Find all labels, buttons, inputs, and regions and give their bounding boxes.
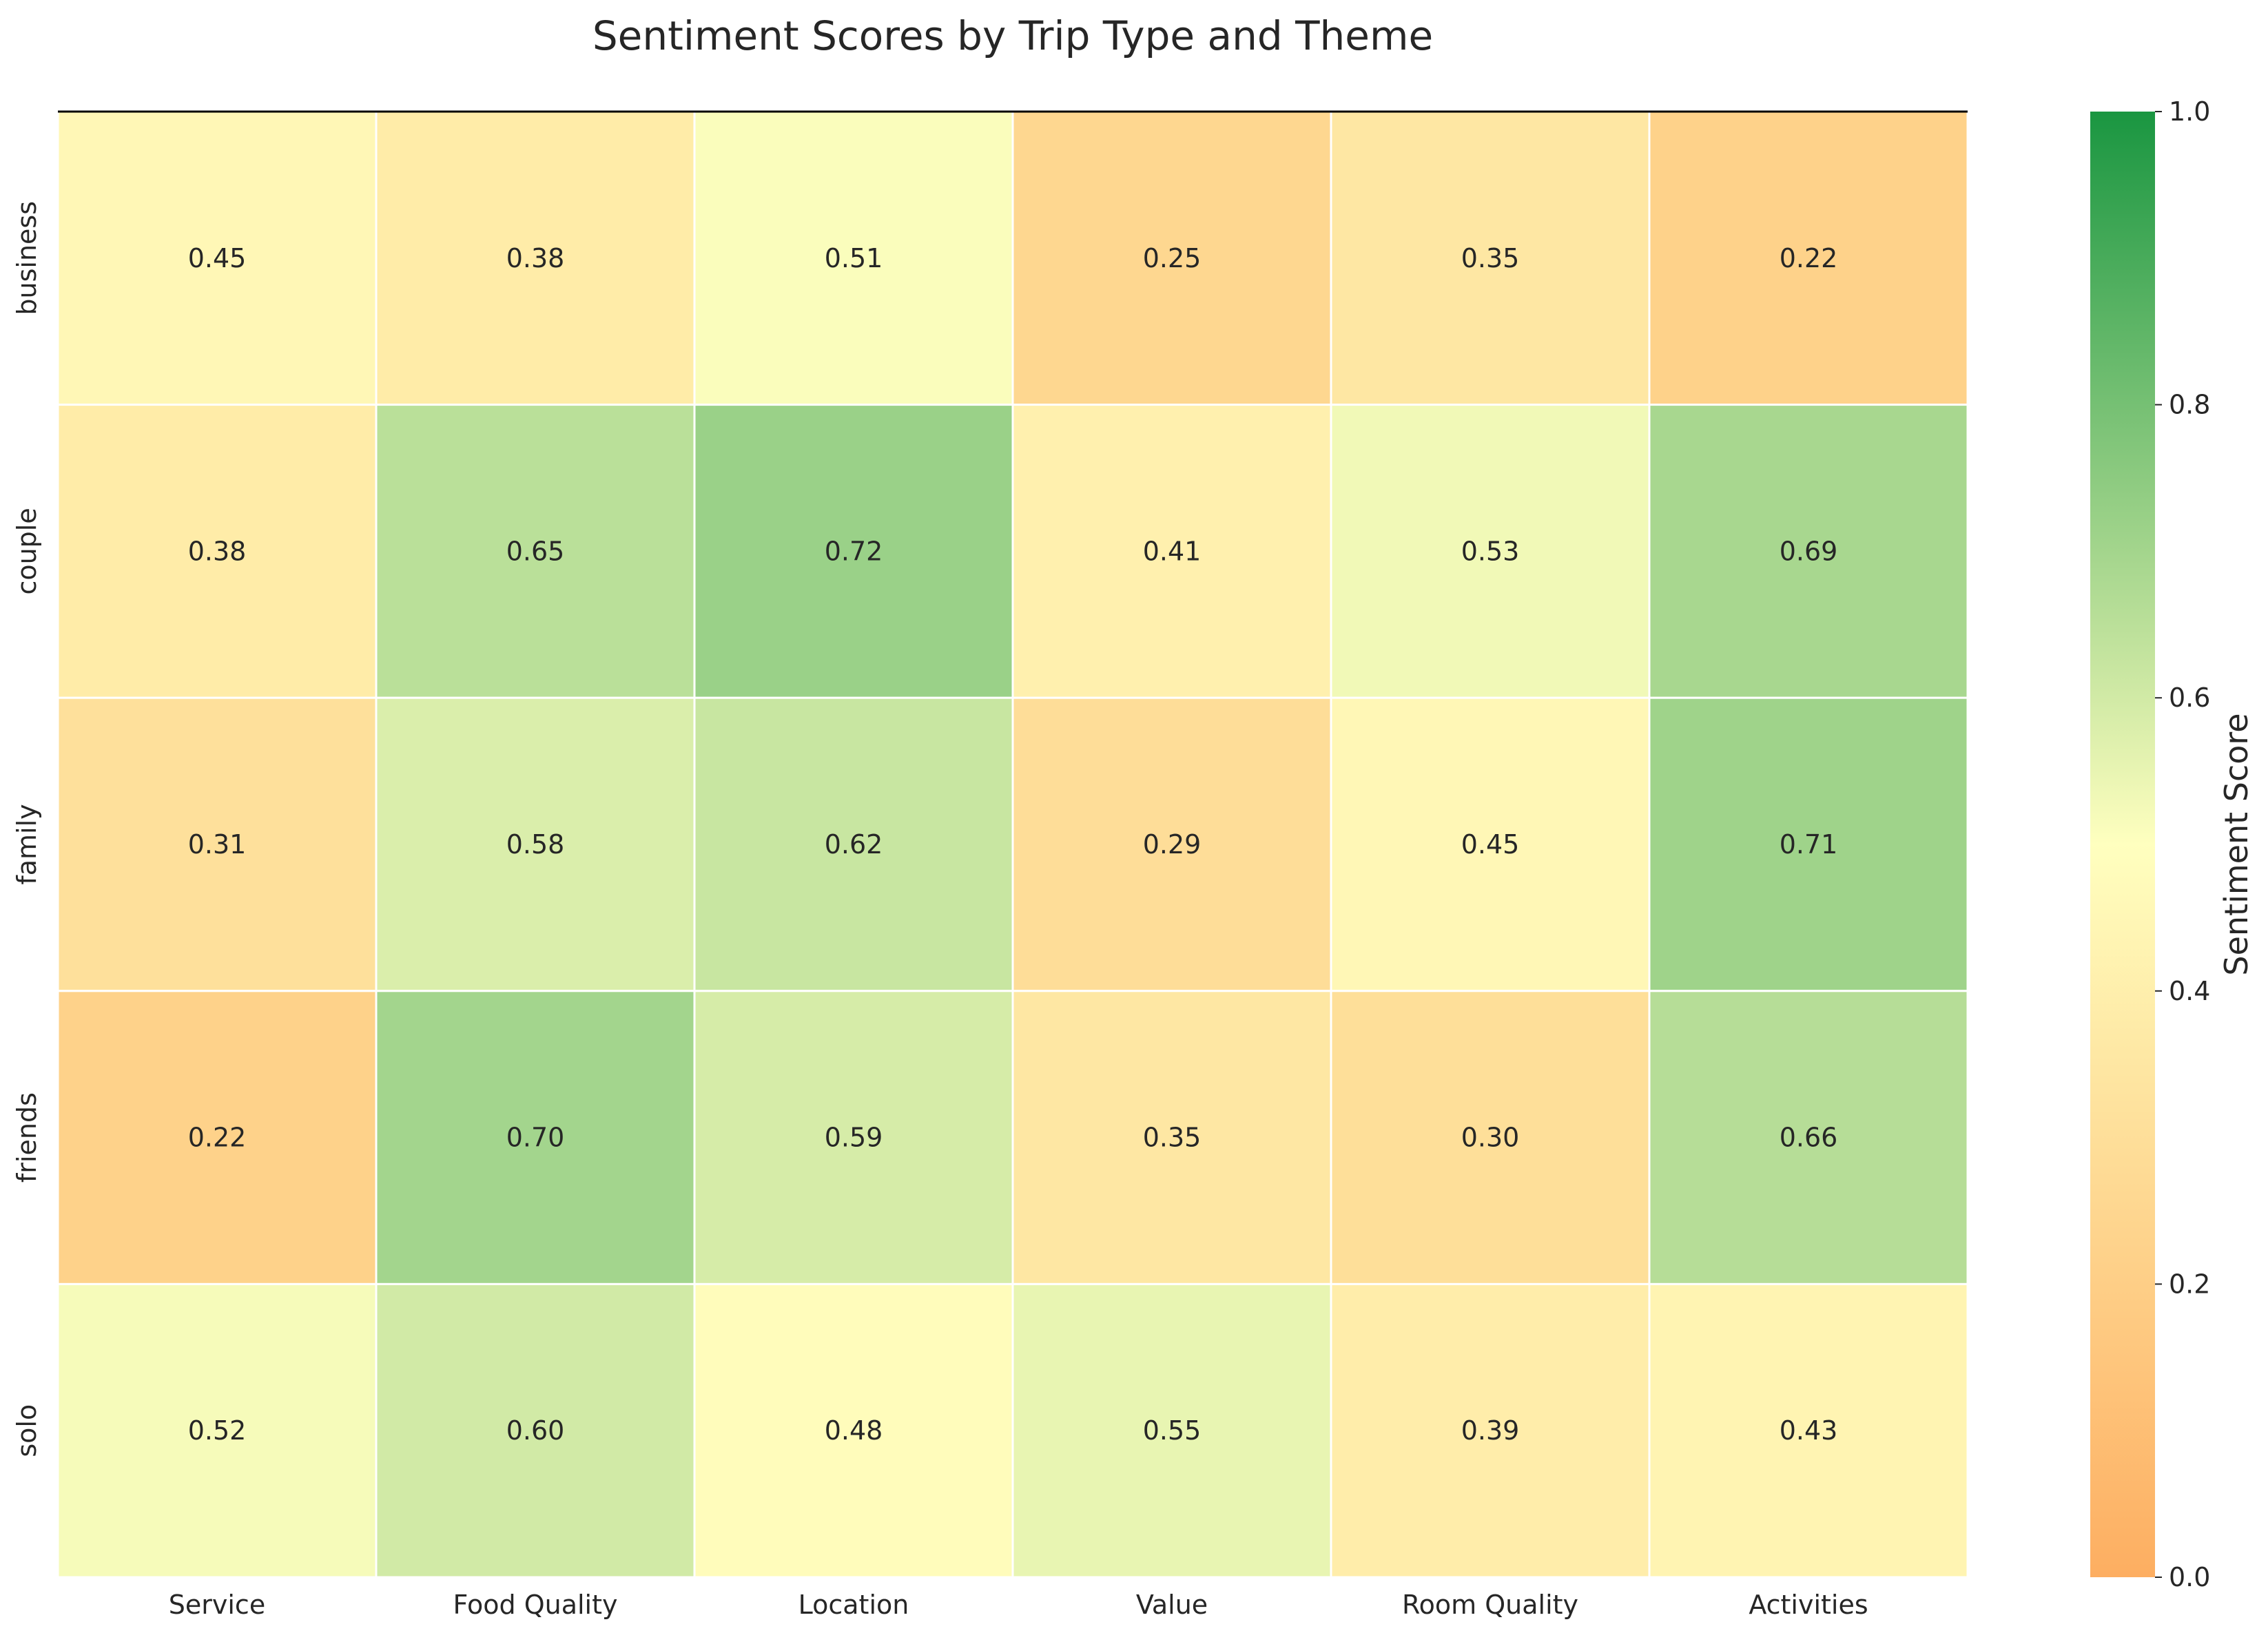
heatmap-cell-solo-value xyxy=(1011,1282,1332,1579)
heatmap-cell-family-room-quality xyxy=(1330,696,1651,992)
cell-value-label: 0.38 xyxy=(188,536,247,566)
x-tick-label: Location xyxy=(798,1590,909,1620)
cell-value-label: 0.48 xyxy=(825,1415,883,1446)
cell-value-label: 0.53 xyxy=(1461,536,1520,566)
cell-value-label: 0.72 xyxy=(825,536,883,566)
heatmap-cell-friends-value xyxy=(1011,990,1332,1285)
y-tick-label: couple xyxy=(12,508,42,594)
x-tick-label: Room Quality xyxy=(1402,1590,1578,1620)
heatmap-cell-friends-activities xyxy=(1648,990,1969,1285)
heatmap-cell-solo-service xyxy=(56,1282,378,1579)
cell-value-label: 0.22 xyxy=(188,1123,247,1153)
cell-value-label: 0.41 xyxy=(1143,536,1202,566)
cell-value-label: 0.30 xyxy=(1461,1123,1520,1153)
heatmap-cell-family-activities xyxy=(1648,696,1969,992)
heatmap-cell-friends-location xyxy=(693,990,1014,1285)
heatmap-cell-friends-food-quality xyxy=(375,990,696,1285)
heatmap-cell-solo-activities xyxy=(1648,1282,1969,1579)
heatmap-cell-family-service xyxy=(56,696,378,992)
colorbar-tick-label: 0.0 xyxy=(2169,1562,2210,1592)
heatmap-cell-couple-value xyxy=(1011,404,1332,699)
cell-value-label: 0.62 xyxy=(825,829,883,860)
chart-title: Sentiment Scores by Trip Type and Theme xyxy=(592,12,1433,59)
heatmap-cell-business-room-quality xyxy=(1330,110,1651,406)
cell-value-label: 0.60 xyxy=(506,1415,565,1446)
cell-value-label: 0.51 xyxy=(825,243,883,273)
x-tick-label: Service xyxy=(169,1590,265,1620)
y-tick-label: solo xyxy=(12,1404,42,1457)
cell-value-label: 0.70 xyxy=(506,1123,565,1153)
y-tick-label: family xyxy=(12,804,42,884)
cell-value-label: 0.69 xyxy=(1780,536,1838,566)
cell-value-label: 0.55 xyxy=(1143,1415,1202,1446)
heatmap-cell-solo-location xyxy=(693,1282,1014,1579)
heatmap-cell-solo-room-quality xyxy=(1330,1282,1651,1579)
colorbar-tick-label: 0.2 xyxy=(2169,1269,2210,1299)
cell-value-label: 0.39 xyxy=(1461,1415,1520,1446)
heatmap-cell-couple-food-quality xyxy=(375,404,696,699)
cell-value-label: 0.35 xyxy=(1143,1123,1202,1153)
colorbar-tick-label: 1.0 xyxy=(2169,96,2210,127)
heatmap-cell-friends-room-quality xyxy=(1330,990,1651,1285)
colorbar-tick-label: 0.6 xyxy=(2169,683,2210,713)
heatmap-cell-couple-activities xyxy=(1648,404,1969,699)
cell-value-label: 0.31 xyxy=(188,829,247,860)
heatmap-cell-business-service xyxy=(56,110,378,406)
x-tick-label: Activities xyxy=(1749,1590,1868,1620)
cell-value-label: 0.59 xyxy=(825,1123,883,1153)
y-tick-label: business xyxy=(12,201,42,315)
heatmap-cell-business-food-quality xyxy=(375,110,696,406)
y-tick-label: friends xyxy=(12,1092,42,1183)
heatmap-cell-couple-service xyxy=(56,404,378,699)
x-tick-label: Food Quality xyxy=(453,1590,618,1620)
cell-value-label: 0.45 xyxy=(1461,829,1520,860)
cell-value-label: 0.66 xyxy=(1780,1123,1838,1153)
heatmap-cell-family-food-quality xyxy=(375,696,696,992)
cell-value-label: 0.52 xyxy=(188,1415,247,1446)
cell-value-label: 0.22 xyxy=(1780,243,1838,273)
heatmap-cell-friends-service xyxy=(56,990,378,1285)
cell-value-label: 0.45 xyxy=(188,243,247,273)
cell-value-label: 0.38 xyxy=(506,243,565,273)
heatmap-cell-business-activities xyxy=(1648,110,1969,406)
colorbar-tick-label: 0.4 xyxy=(2169,976,2210,1006)
colorbar xyxy=(2090,112,2155,1577)
cell-value-label: 0.25 xyxy=(1143,243,1202,273)
cell-value-label: 0.29 xyxy=(1143,829,1202,860)
colorbar-label: Sentiment Score xyxy=(2218,713,2255,975)
heatmap-cell-family-value xyxy=(1011,696,1332,992)
cell-value-label: 0.58 xyxy=(506,829,565,860)
heatmap-cell-family-location xyxy=(693,696,1014,992)
heatmap-cell-business-value xyxy=(1011,110,1332,406)
cell-value-label: 0.71 xyxy=(1780,829,1838,860)
x-tick-label: Value xyxy=(1136,1590,1208,1620)
cell-value-label: 0.35 xyxy=(1461,243,1520,273)
cell-value-label: 0.65 xyxy=(506,536,565,566)
cell-value-label: 0.43 xyxy=(1780,1415,1838,1446)
colorbar-tick-label: 0.8 xyxy=(2169,390,2210,420)
